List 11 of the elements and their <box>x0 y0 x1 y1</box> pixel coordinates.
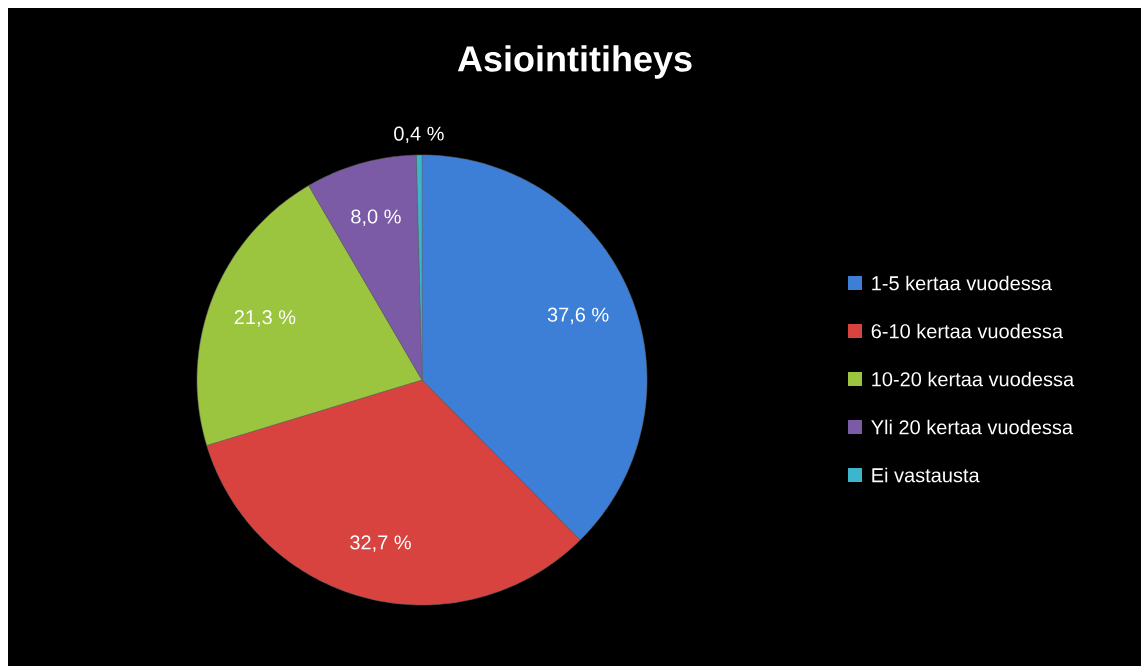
data-label: 0,4 % <box>394 126 444 144</box>
legend-label: Ei vastausta <box>872 467 980 483</box>
legend-label: 1-5 kertaa vuodessa <box>872 275 1052 291</box>
legend-label: 6-10 kertaa vuodessa <box>871 323 1064 339</box>
legend-label: 10-20 kertaa vuodessa <box>872 371 1075 387</box>
legend-label: Yli 20 kertaa vuodessa <box>871 419 1074 435</box>
chart-title: Asiointitiheys <box>457 45 692 79</box>
data-label: 37,6 % <box>547 307 609 325</box>
data-label: 8,0 % <box>351 209 401 226</box>
data-label: 21,3 % <box>234 310 296 327</box>
data-label: 32,7 % <box>350 535 411 552</box>
